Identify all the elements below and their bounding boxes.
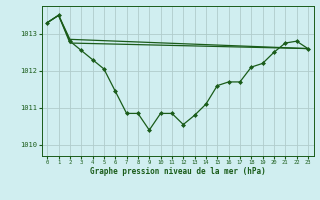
X-axis label: Graphe pression niveau de la mer (hPa): Graphe pression niveau de la mer (hPa) <box>90 167 266 176</box>
